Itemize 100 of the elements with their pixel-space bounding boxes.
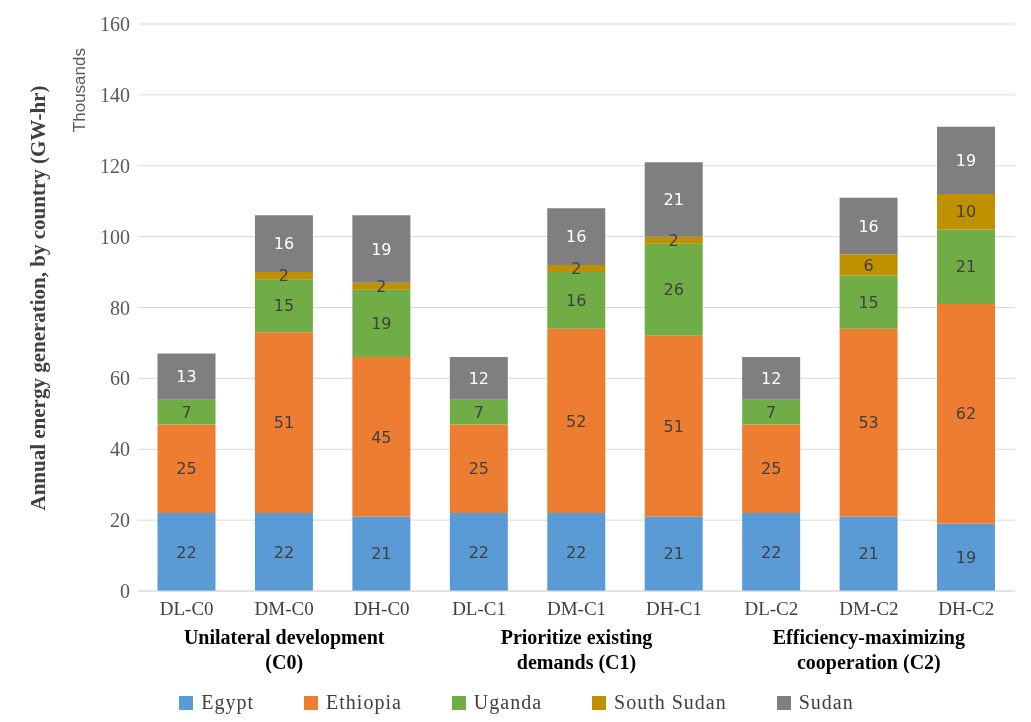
data-label: 19 (371, 239, 392, 259)
x-tick-label: DL-C1 (452, 598, 506, 619)
bar (839, 254, 898, 276)
bar (839, 197, 898, 255)
data-label: 16 (273, 234, 295, 254)
data-label: 13 (176, 367, 197, 387)
x-tick-label: DL-C2 (744, 598, 799, 619)
bar (547, 513, 606, 591)
bar (157, 513, 216, 591)
y-tick-label: 100 (100, 225, 130, 248)
legend-label: South Sudan (613, 691, 727, 714)
text: Prioritize existing demands (C1) (500, 626, 653, 674)
x-tick-label: DH-C0 (353, 598, 410, 619)
data-label: 7 (181, 402, 192, 422)
data-label: 22 (566, 542, 587, 562)
x-tick-label: DM-C1 (546, 598, 607, 619)
data-label: 21 (955, 257, 977, 277)
x-tick-label: DM-C2 (839, 598, 899, 619)
text: Unilateral development (C0) (183, 626, 385, 674)
bar (742, 424, 801, 514)
data-label: 7 (766, 402, 777, 422)
data-label: 22 (468, 542, 489, 562)
y-tick-label: 140 (100, 83, 130, 106)
bar (937, 303, 996, 524)
data-label: 51 (273, 413, 295, 433)
legend-label: Ethiopia (325, 691, 402, 714)
data-label: 12 (760, 369, 782, 389)
x-tick-label: DM-C0 (254, 598, 314, 619)
bar (352, 516, 411, 591)
bar (547, 264, 606, 273)
bar (547, 328, 606, 514)
bar (644, 516, 703, 591)
data-label: 62 (955, 404, 977, 424)
data-label: 12 (468, 369, 489, 389)
data-label: 21 (371, 544, 392, 564)
bar (547, 272, 606, 329)
bar (352, 357, 411, 517)
y-tick-label: 120 (100, 154, 130, 177)
bar (644, 236, 703, 244)
data-label: 19 (955, 548, 977, 568)
data-label: 19 (371, 314, 392, 334)
bar (937, 523, 996, 591)
text: Efficiency-maximizing cooperation (C2) (772, 626, 965, 674)
bar (839, 328, 898, 517)
bar (157, 353, 216, 400)
bar (839, 275, 898, 329)
data-label: 52 (566, 411, 587, 431)
x-tick-label: DL-C0 (159, 598, 214, 619)
data-label: 21 (663, 190, 684, 210)
legend-label: Sudan (797, 691, 854, 714)
bar (937, 126, 996, 195)
y-axis-title: Annual energy generation, by country (GW-hr) (26, 85, 51, 511)
y-tick-label: 40 (110, 438, 130, 461)
data-label: 10 (955, 202, 977, 222)
bar (449, 357, 508, 400)
data-label: 22 (273, 542, 295, 562)
data-label: 19 (955, 151, 977, 171)
data-label: 25 (760, 459, 782, 479)
y-tick-label: 160 (100, 13, 130, 36)
bar (254, 332, 313, 514)
text: Thousands (70, 48, 90, 133)
bar (449, 399, 508, 425)
y-tick-label: 60 (110, 367, 130, 390)
data-label: 26 (663, 280, 684, 300)
y-tick-label: 80 (110, 296, 130, 319)
bar (644, 335, 703, 517)
data-label: 25 (176, 459, 197, 479)
y-tick-label: 20 (110, 509, 130, 532)
data-label: 51 (663, 416, 684, 436)
x-tick-label: DH-C1 (645, 598, 702, 619)
legend-label: Egypt (200, 691, 255, 714)
data-label: 16 (566, 227, 587, 247)
data-label: 25 (468, 459, 489, 479)
legend-label: Uganda (472, 691, 543, 714)
data-label: 16 (858, 216, 879, 236)
data-label: 21 (663, 544, 684, 564)
data-label: 16 (566, 291, 587, 311)
x-tick-label: DH-C2 (938, 598, 995, 619)
y-tick-label: 0 (120, 580, 130, 603)
data-label: 21 (858, 544, 879, 564)
data-label: 45 (371, 427, 392, 447)
bar (937, 229, 996, 304)
data-label: 22 (176, 542, 197, 562)
bar (742, 399, 801, 425)
data-label: 15 (273, 296, 295, 316)
bar (742, 357, 801, 400)
bar (839, 516, 898, 591)
data-label: 15 (858, 292, 879, 312)
bar (254, 279, 313, 333)
bar (449, 513, 508, 591)
bar (937, 194, 996, 230)
bar (254, 513, 313, 591)
data-label: 53 (858, 413, 879, 433)
bar (157, 399, 216, 425)
bar (449, 424, 508, 514)
bar (157, 424, 216, 514)
data-label: 22 (760, 542, 782, 562)
bar (352, 282, 411, 290)
bar (742, 513, 801, 591)
data-label: 7 (473, 402, 484, 422)
